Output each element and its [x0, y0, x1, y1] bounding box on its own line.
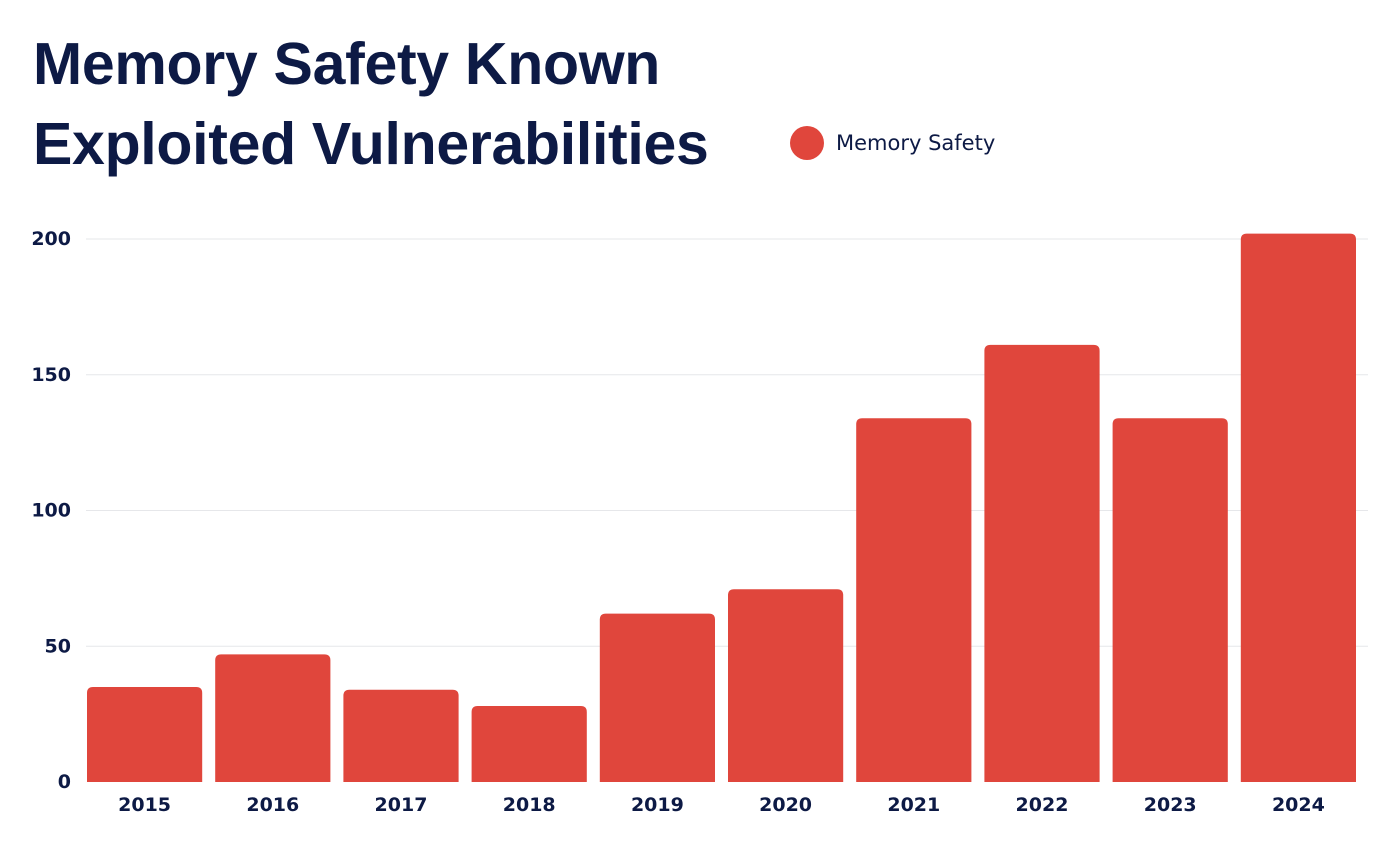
y-tick-label: 200	[31, 228, 71, 250]
bar-2015	[87, 686, 203, 782]
x-tick-label-2018: 2018	[503, 794, 556, 816]
y-tick-label: 50	[45, 635, 71, 657]
x-tick-label-2021: 2021	[887, 794, 940, 816]
bar-2021	[856, 418, 972, 782]
x-tick-label-2023: 2023	[1144, 794, 1197, 816]
bar-2022	[984, 344, 1100, 782]
x-tick-label-2024: 2024	[1272, 794, 1325, 816]
bar-2019	[599, 613, 715, 782]
legend-label-memory-safety: Memory Safety	[836, 131, 996, 155]
x-tick-label-2020: 2020	[759, 794, 812, 816]
bar-2024	[1240, 233, 1356, 782]
chart-title: Memory Safety Known Exploited Vulnerabil…	[33, 24, 709, 184]
bar-2018	[471, 705, 587, 782]
y-tick-label: 150	[31, 364, 71, 386]
x-tick-label-2019: 2019	[631, 794, 684, 816]
chart-title-line-2: Exploited Vulnerabilities	[33, 111, 709, 177]
x-tick-label-2017: 2017	[375, 794, 428, 816]
x-tick-label-2022: 2022	[1016, 794, 1069, 816]
y-tick-label: 0	[58, 771, 71, 793]
x-tick-label-2016: 2016	[246, 794, 299, 816]
chart-title-line-1: Memory Safety Known	[33, 31, 661, 97]
x-tick-label-2015: 2015	[118, 794, 171, 816]
legend: Memory Safety	[790, 126, 995, 160]
y-tick-label: 100	[31, 500, 71, 522]
legend-swatch-memory-safety	[790, 126, 824, 160]
bar-2023	[1112, 418, 1228, 782]
bar-2017	[343, 689, 459, 782]
bar-2020	[728, 589, 844, 782]
bar-2016	[215, 654, 331, 782]
